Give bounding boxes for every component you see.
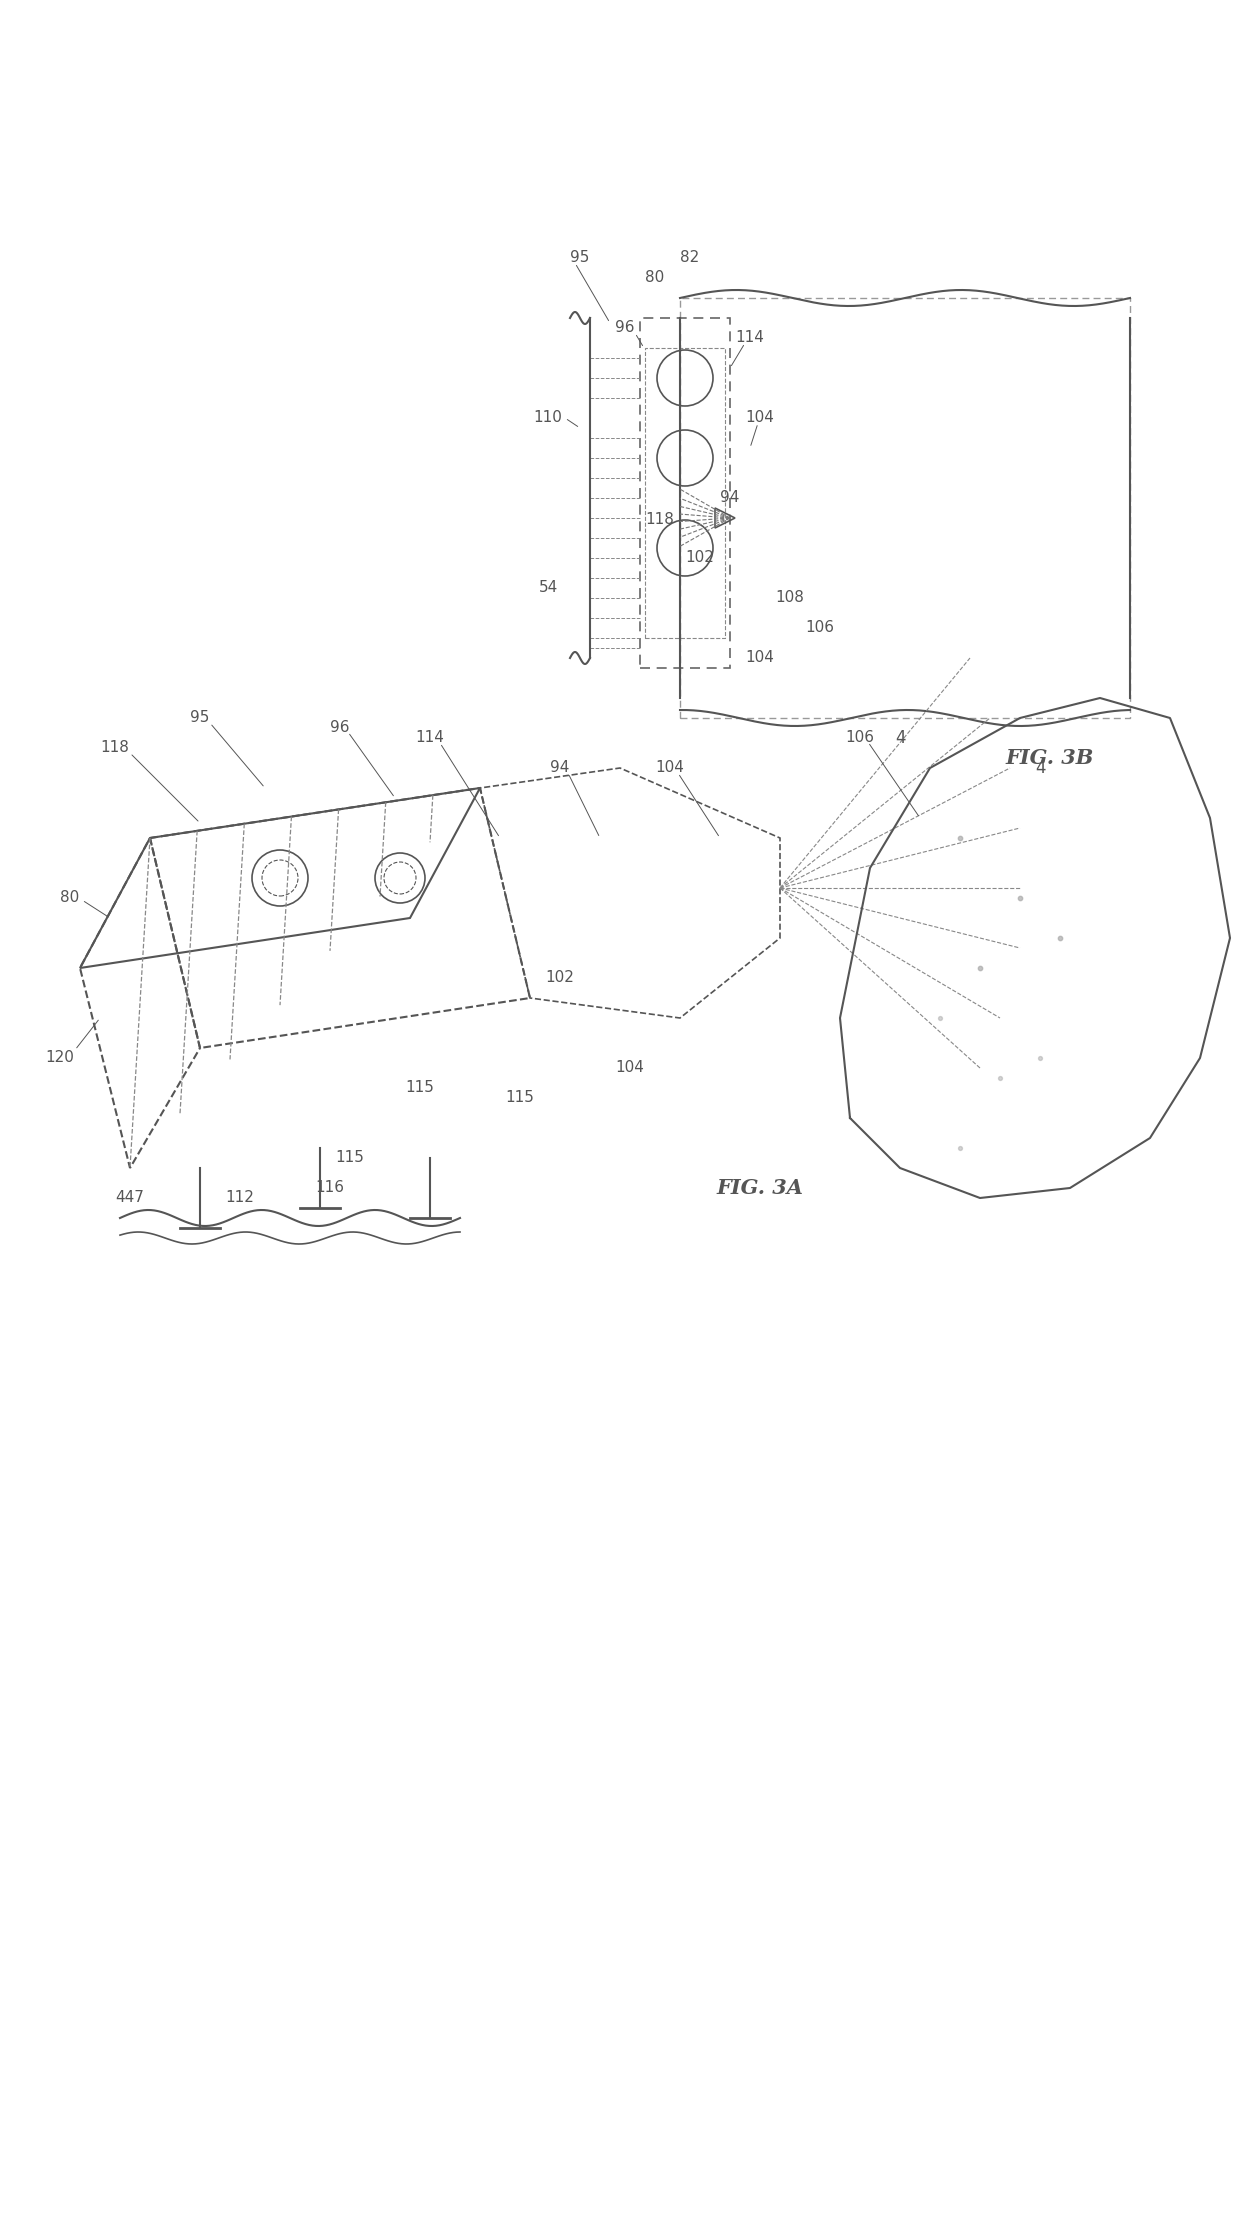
Text: 115: 115 <box>506 1091 534 1105</box>
Text: 95: 95 <box>570 251 590 266</box>
Point <box>1030 1040 1050 1076</box>
Text: 114: 114 <box>415 730 444 745</box>
Text: 80: 80 <box>645 271 665 286</box>
Text: 102: 102 <box>686 550 714 566</box>
Point <box>990 1060 1009 1096</box>
Text: 118: 118 <box>100 741 129 756</box>
Text: 104: 104 <box>615 1060 645 1076</box>
Point <box>1050 920 1070 956</box>
Text: 108: 108 <box>775 590 805 606</box>
Text: 115: 115 <box>336 1151 365 1164</box>
Text: 104: 104 <box>745 410 775 426</box>
Bar <box>680 297 1130 719</box>
Text: 120: 120 <box>46 1051 74 1065</box>
Text: 96: 96 <box>615 319 635 335</box>
Point <box>950 821 970 856</box>
Text: 112: 112 <box>226 1191 254 1207</box>
Text: 115: 115 <box>405 1080 434 1096</box>
Text: 118: 118 <box>646 512 675 528</box>
Text: 106: 106 <box>806 621 835 637</box>
Text: 110: 110 <box>533 410 563 426</box>
Text: 104: 104 <box>656 761 684 776</box>
Text: FIG. 3A: FIG. 3A <box>717 1178 804 1198</box>
Text: 54: 54 <box>538 581 558 594</box>
Point <box>970 949 990 985</box>
Text: FIG. 3B: FIG. 3B <box>1006 747 1094 767</box>
Text: 80: 80 <box>61 889 79 905</box>
Point <box>930 1000 950 1036</box>
Text: 102: 102 <box>546 971 574 985</box>
Bar <box>645 348 725 639</box>
Text: 447: 447 <box>115 1191 144 1207</box>
Text: 94: 94 <box>720 490 740 506</box>
Text: 82: 82 <box>681 251 699 266</box>
Text: 104: 104 <box>745 650 775 665</box>
Text: 94: 94 <box>551 761 569 776</box>
Text: 4: 4 <box>1034 759 1045 776</box>
Point <box>1011 881 1030 916</box>
Text: 114: 114 <box>735 330 764 346</box>
Text: 106: 106 <box>846 730 874 745</box>
Bar <box>640 317 730 668</box>
Text: 96: 96 <box>330 721 350 736</box>
Text: 95: 95 <box>190 710 210 725</box>
Text: 116: 116 <box>315 1180 345 1196</box>
Point <box>950 1131 970 1167</box>
Text: 4: 4 <box>895 730 905 747</box>
